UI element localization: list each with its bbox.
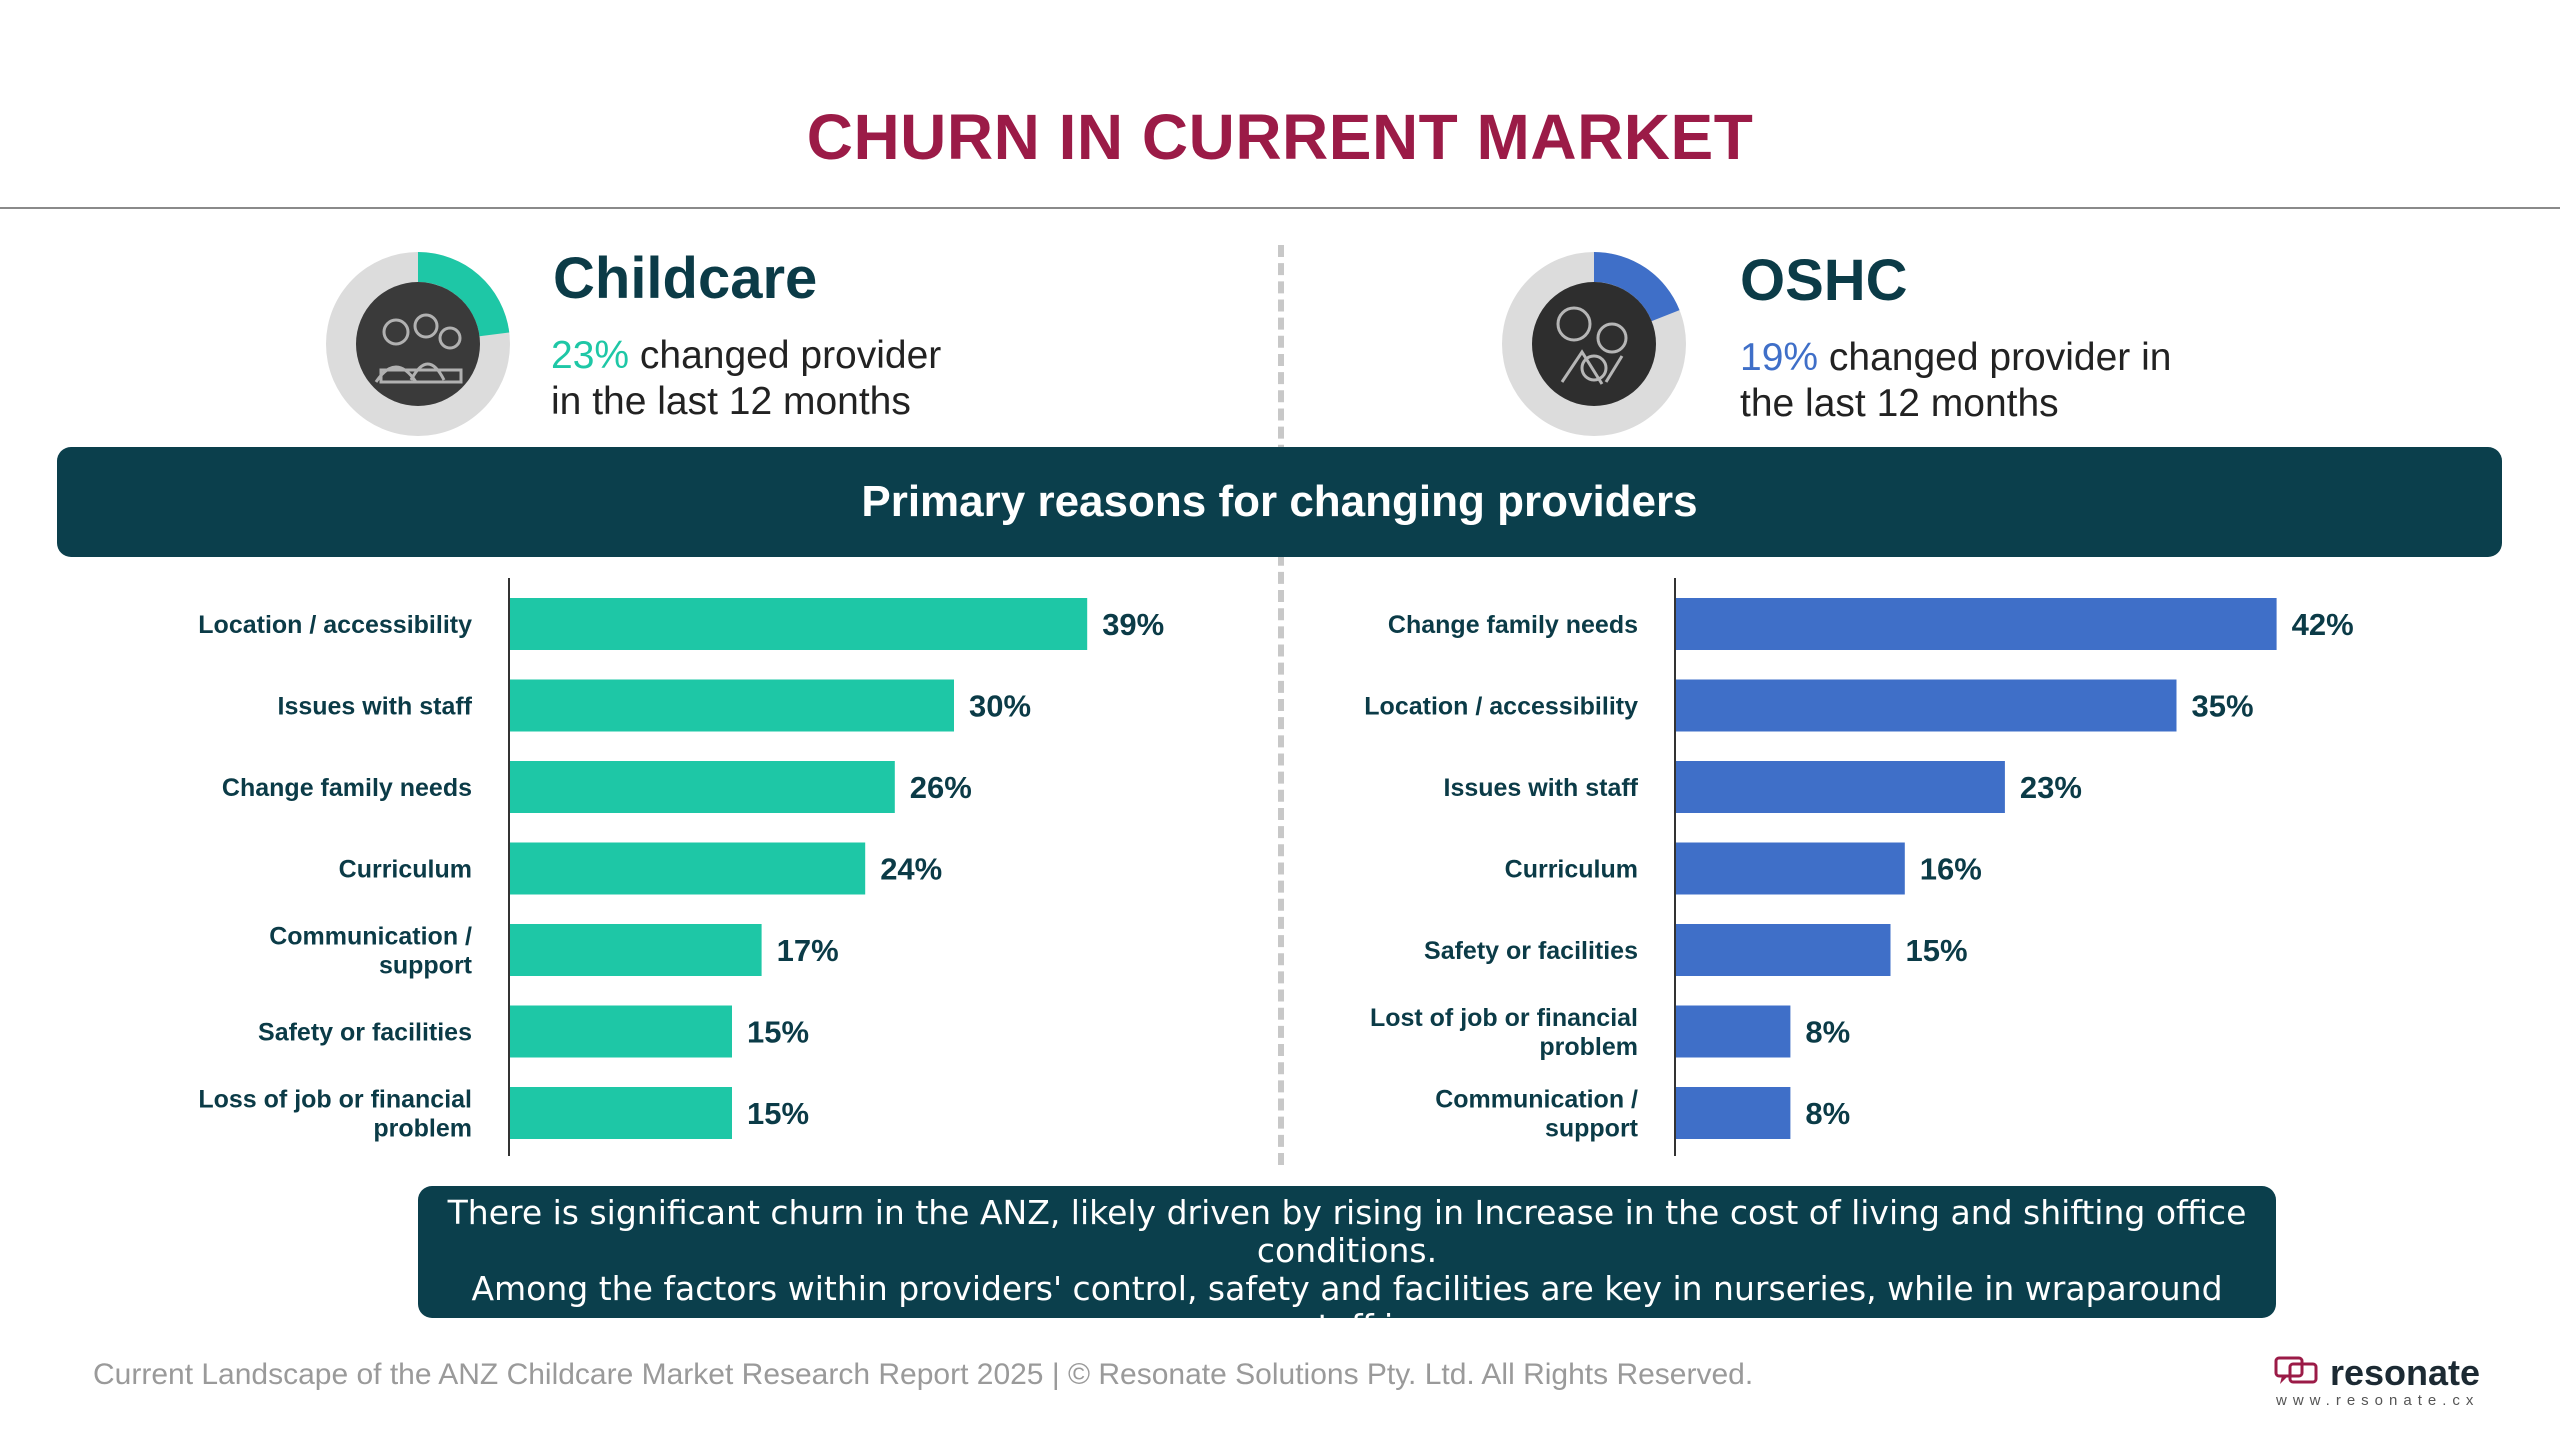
childcare-photo-icon xyxy=(356,282,480,406)
childcare-bar xyxy=(510,1087,732,1139)
childcare-value-label: 39% xyxy=(1102,607,1164,642)
childcare-category-label: Communication / xyxy=(269,923,472,951)
childcare-pct: 23% xyxy=(551,334,630,377)
resonate-logo: resonate www.resonate.cx xyxy=(2272,1348,2487,1410)
childcare-bar xyxy=(510,924,762,976)
oshc-value-label: 15% xyxy=(1906,933,1968,968)
oshc-value-label: 8% xyxy=(1805,1015,1850,1050)
oshc-category-label: Curriculum xyxy=(1505,856,1638,884)
oshc-value-label: 23% xyxy=(2020,770,2082,805)
oshc-donut-svg xyxy=(1502,252,1686,436)
oshc-reasons-chart: 42% Change family needs 35% Location / acce… xyxy=(1364,578,2354,1156)
childcare-category-label: problem xyxy=(373,1115,472,1143)
reasons-banner-text: Primary reasons for changing providers xyxy=(861,477,1698,526)
callout-line-3: and curriculum also play a critical role… xyxy=(470,1345,2224,1422)
childcare-line1: changed provider xyxy=(629,334,942,377)
oshc-line1: changed provider in xyxy=(1818,336,2172,379)
oshc-summary: 19% changed provider in the last 12 mont… xyxy=(1740,335,2171,427)
childcare-value-label: 15% xyxy=(747,1015,809,1050)
childcare-bar xyxy=(510,598,1088,650)
oshc-donut-arc xyxy=(1594,252,1680,322)
childcare-value-label: 26% xyxy=(910,770,972,805)
oshc-bar-chart: 42% Change family needs 35% Location / acce… xyxy=(1364,578,2354,1156)
oshc-pct: 19% xyxy=(1740,336,1819,379)
oshc-category-label: Change family needs xyxy=(1388,611,1638,639)
childcare-value-label: 24% xyxy=(880,852,942,887)
vertical-divider xyxy=(1278,245,1284,1165)
oshc-category-label: problem xyxy=(1539,1033,1638,1061)
oshc-bar xyxy=(1676,1087,1791,1139)
oshc-bar xyxy=(1676,1005,1791,1058)
childcare-category-label: Change family needs xyxy=(222,774,472,802)
oshc-category-label: Safety or facilities xyxy=(1424,937,1638,965)
childcare-value-label: 15% xyxy=(747,1096,809,1131)
oshc-bar xyxy=(1676,842,1905,895)
oshc-category-label: Lost of job or financial xyxy=(1370,1004,1638,1032)
logo-url: www.resonate.cx xyxy=(2276,1392,2480,1409)
childcare-category-label: Loss of job or financial xyxy=(198,1086,472,1114)
oshc-bar xyxy=(1676,598,2277,650)
childcare-donut-svg xyxy=(326,252,510,436)
oshc-bar xyxy=(1676,924,1891,976)
childcare-line2: in the last 12 months xyxy=(551,380,911,423)
childcare-category-label: Issues with staff xyxy=(278,693,473,721)
childcare-value-label: 17% xyxy=(777,933,839,968)
reasons-banner: Primary reasons for changing providers xyxy=(57,447,2502,557)
childcare-bar xyxy=(510,761,895,813)
callout-line-2: Among the factors within providers' cont… xyxy=(471,1269,2223,1346)
oshc-heading: OSHC xyxy=(1740,248,1908,313)
callout-line-1: There is significant churn in the ANZ, l… xyxy=(447,1193,2247,1270)
childcare-bar-chart: 39% Location / accessibility 30% Issues wit… xyxy=(198,578,1164,1156)
childcare-bar xyxy=(510,679,954,732)
logo-wordmark: resonate xyxy=(2330,1352,2481,1393)
oshc-donut xyxy=(1502,252,1686,436)
childcare-heading: Childcare xyxy=(553,246,818,311)
childcare-value-label: 30% xyxy=(969,689,1031,724)
childcare-summary: 23% changed provider in the last 12 mont… xyxy=(551,333,941,425)
oshc-bar xyxy=(1676,679,2177,732)
oshc-value-label: 8% xyxy=(1805,1096,1850,1131)
oshc-value-label: 16% xyxy=(1920,852,1982,887)
childcare-bar xyxy=(510,842,866,895)
childcare-bar xyxy=(510,1005,732,1058)
childcare-category-label: Location / accessibility xyxy=(198,611,472,639)
oshc-category-label: Communication / xyxy=(1435,1086,1638,1114)
oshc-line2: the last 12 months xyxy=(1740,382,2059,425)
oshc-category-label: support xyxy=(1545,1115,1639,1143)
insight-callout: There is significant churn in the ANZ, l… xyxy=(418,1186,2276,1422)
oshc-value-label: 35% xyxy=(2192,689,2254,724)
childcare-reasons-chart: 39% Location / accessibility 30% Issues wit… xyxy=(0,0,1270,1185)
oshc-value-label: 42% xyxy=(2292,607,2354,642)
childcare-donut xyxy=(326,252,510,436)
childcare-category-label: Curriculum xyxy=(339,856,472,884)
page-title: CHURN IN CURRENT MARKET xyxy=(806,101,1754,173)
chat-bubbles-icon xyxy=(2274,1356,2318,1384)
oshc-category-label: Issues with staff xyxy=(1444,774,1639,802)
title-divider xyxy=(0,207,2560,209)
oshc-bar xyxy=(1676,761,2005,813)
childcare-category-label: Safety or facilities xyxy=(258,1019,472,1047)
oshc-category-label: Location / accessibility xyxy=(1364,693,1638,721)
childcare-donut-arc xyxy=(418,252,510,337)
footer-copyright: Current Landscape of the ANZ Childcare M… xyxy=(93,1358,1754,1391)
childcare-category-label: support xyxy=(379,952,473,980)
